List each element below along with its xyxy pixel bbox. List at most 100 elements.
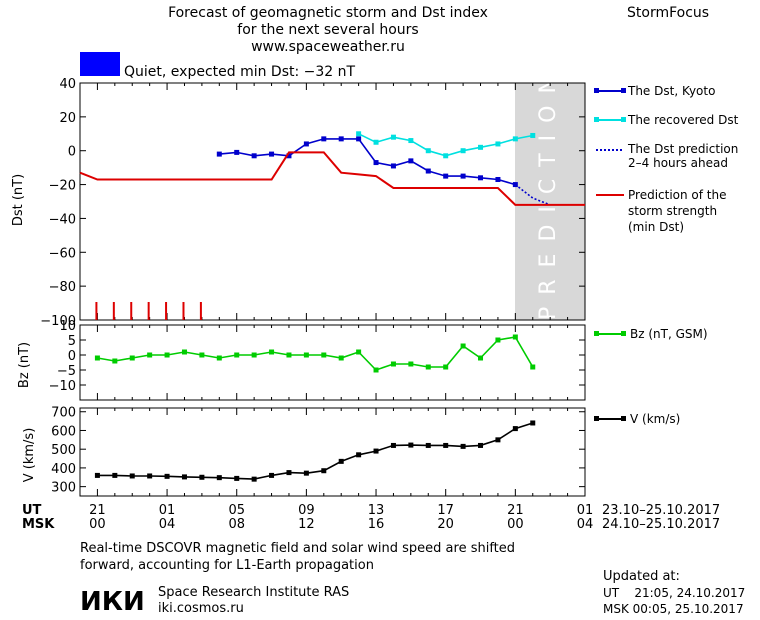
bz-point [495,337,501,343]
institute-name: Space Research Institute RAS [158,585,349,600]
v-point [425,442,431,448]
dst-series-line-0 [219,138,516,186]
dst-ytick-label: 40 [59,77,76,92]
dst-point [495,141,501,147]
msk-axis-label: MSK [22,517,55,532]
dst-point [373,160,379,166]
v-point [338,458,344,464]
bz-point [512,334,518,340]
dst-series-line-3 [79,151,585,206]
v-point [512,426,518,432]
legend-storm-line3: (min Dst) [628,220,684,234]
ut-tick-label: 17 [437,503,454,518]
msk-tick-label: 00 [89,517,106,532]
dst-plot-frame [79,82,586,321]
dst-ytick-label: 20 [59,111,76,126]
dst-series-line-1 [358,133,533,157]
msk-tick-label: 04 [159,517,176,532]
bz-point [181,349,187,355]
bz-point [199,352,205,358]
legend-v: V (km/s) [594,412,680,426]
legend-dst-prediction: The Dst prediction 2–4 hours ahead [596,142,738,170]
bz-point [390,361,396,367]
bz-ytick-label: 0 [68,349,76,364]
v-point [356,452,362,458]
chart-title-line2: for the next several hours [237,22,418,38]
dst-point [390,134,396,140]
dst-point [390,163,396,169]
dst-point [478,175,484,181]
chart-url: www.spaceweather.ru [251,39,405,55]
institute-url: iki.cosmos.ru [158,601,244,616]
dst-ytick-label: −100 [40,314,76,329]
bz-point [460,343,466,349]
legend-dst-prediction-line2: 2–4 hours ahead [628,156,728,170]
msk-date-range: 24.10–25.10.2017 [602,517,720,532]
v-point [321,468,327,474]
v-ytick-label: 600 [51,424,76,439]
bz-point [303,352,309,358]
footer-note-line2: forward, accounting for L1-Earth propaga… [80,558,374,573]
bz-point [408,361,414,367]
v-point [443,442,449,448]
bz-point [321,352,327,358]
dst-point [495,176,501,182]
bz-point [234,352,240,358]
v-point [530,420,536,426]
bz-point [373,367,379,373]
msk-tick-label: 00 [507,517,524,532]
ut-tick-label: 21 [507,503,524,518]
bz-ytick-label: 10 [59,319,76,334]
bz-ytick-label: −10 [49,379,76,394]
ut-tick-label: 05 [228,503,245,518]
brand-name: StormFocus [627,5,709,21]
legend-bz-label: Bz (nT, GSM) [630,327,708,341]
bz-point [338,355,344,361]
v-ytick-label: 300 [51,481,76,496]
msk-tick-label: 08 [228,517,245,532]
bz-point [286,352,292,358]
legend-storm-line1: Prediction of the [628,188,727,202]
legend-dst-prediction-line1: The Dst prediction [627,142,738,156]
dst-point [286,153,292,159]
bz-point [425,364,431,370]
dst-ytick-label: −40 [49,212,76,227]
legend-v-label: V (km/s) [630,412,680,426]
msk-tick-label: 04 [577,517,594,532]
v-point [94,472,100,478]
dst-point [234,149,240,155]
dst-point [408,138,414,144]
dst-ytick-label: 0 [68,145,76,160]
v-point [269,472,275,478]
bz-point [478,355,484,361]
v-point [373,448,379,454]
prediction-label: PREDICTION [536,65,561,320]
dst-point [356,136,362,142]
dst-point [460,148,466,154]
legend-storm-strength: Prediction of the storm strength (min Ds… [596,188,727,234]
dst-point [269,151,275,157]
v-y-axis: 700 600 500 400 300 [51,406,586,496]
dst-point [443,173,449,179]
v-point [234,475,240,481]
legend-dst-kyoto-label: The Dst, Kyoto [627,84,715,98]
v-point [408,442,414,448]
dst-point [478,144,484,150]
bz-point [147,352,153,358]
dst-ytick-label: −80 [49,280,76,295]
v-panel: 700 600 500 400 300 V (km/s) [22,406,586,497]
dst-point [443,153,449,159]
bz-point [94,355,100,361]
bz-point [356,349,362,355]
dst-point [512,136,518,142]
dst-point [321,136,327,142]
dst-ytick-label: −60 [49,246,76,261]
ut-tick-label: 13 [368,503,385,518]
v-series [94,420,536,482]
bz-point [530,364,536,370]
dst-point [373,139,379,145]
msk-tick-label: 20 [437,517,454,532]
